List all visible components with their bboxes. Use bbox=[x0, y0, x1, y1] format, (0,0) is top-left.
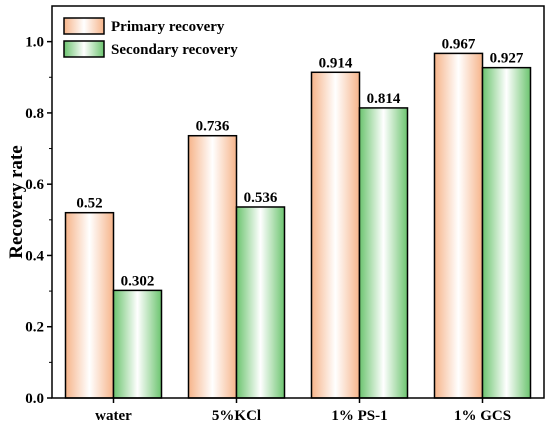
plot-frame bbox=[51, 5, 545, 399]
y-axis: 0.0 0.2 0.4 0.6 0.8 1.0 bbox=[25, 35, 52, 407]
legend-swatch-secondary bbox=[63, 40, 105, 58]
x-tick-label: 5%KCl bbox=[212, 408, 261, 424]
y-tick-label: 1.0 bbox=[25, 35, 44, 51]
data-label-primary-0: 0.52 bbox=[76, 196, 102, 212]
y-axis-title: Recovery rate bbox=[6, 145, 27, 258]
legend: Primary recovery Secondary recovery bbox=[63, 17, 238, 58]
data-label-primary-1: 0.736 bbox=[196, 119, 230, 135]
data-label-secondary-3: 0.927 bbox=[490, 51, 524, 67]
y-tick-label: 0.8 bbox=[25, 106, 44, 122]
bars-group bbox=[64, 52, 532, 399]
x-tick-label: 1% PS-1 bbox=[331, 408, 387, 424]
data-label-secondary-0: 0.302 bbox=[121, 273, 155, 289]
y-tick-label: 0.6 bbox=[25, 177, 44, 193]
bar-secondary-0 bbox=[112, 289, 163, 399]
data-label-secondary-2: 0.814 bbox=[367, 91, 401, 107]
legend-label-primary: Primary recovery bbox=[111, 19, 225, 35]
data-label-primary-2: 0.914 bbox=[319, 55, 353, 71]
legend-swatch-primary bbox=[63, 17, 105, 35]
bar-primary-1 bbox=[187, 134, 238, 399]
x-tick-label: water bbox=[95, 408, 132, 424]
y-tick-label: 0.2 bbox=[25, 320, 44, 336]
data-label-secondary-1: 0.536 bbox=[244, 190, 278, 206]
y-tick-label: 0.0 bbox=[25, 391, 44, 407]
x-tick-label: 1% GCS bbox=[454, 408, 511, 424]
bar-primary-3 bbox=[433, 52, 484, 399]
data-label-primary-3: 0.967 bbox=[442, 36, 476, 52]
bar-secondary-2 bbox=[358, 107, 409, 399]
bar-primary-0 bbox=[64, 211, 115, 399]
bar-secondary-1 bbox=[235, 206, 286, 399]
y-tick-label: 0.4 bbox=[25, 248, 44, 264]
bar-secondary-3 bbox=[481, 66, 532, 399]
x-axis: water 5%KCl 1% PS-1 1% GCS bbox=[95, 398, 511, 424]
legend-label-secondary: Secondary recovery bbox=[111, 42, 238, 58]
bar-primary-2 bbox=[310, 71, 361, 399]
data-labels-group: 0.52 0.302 0.736 0.536 0.914 0.814 0.967 0.927 bbox=[76, 36, 524, 289]
